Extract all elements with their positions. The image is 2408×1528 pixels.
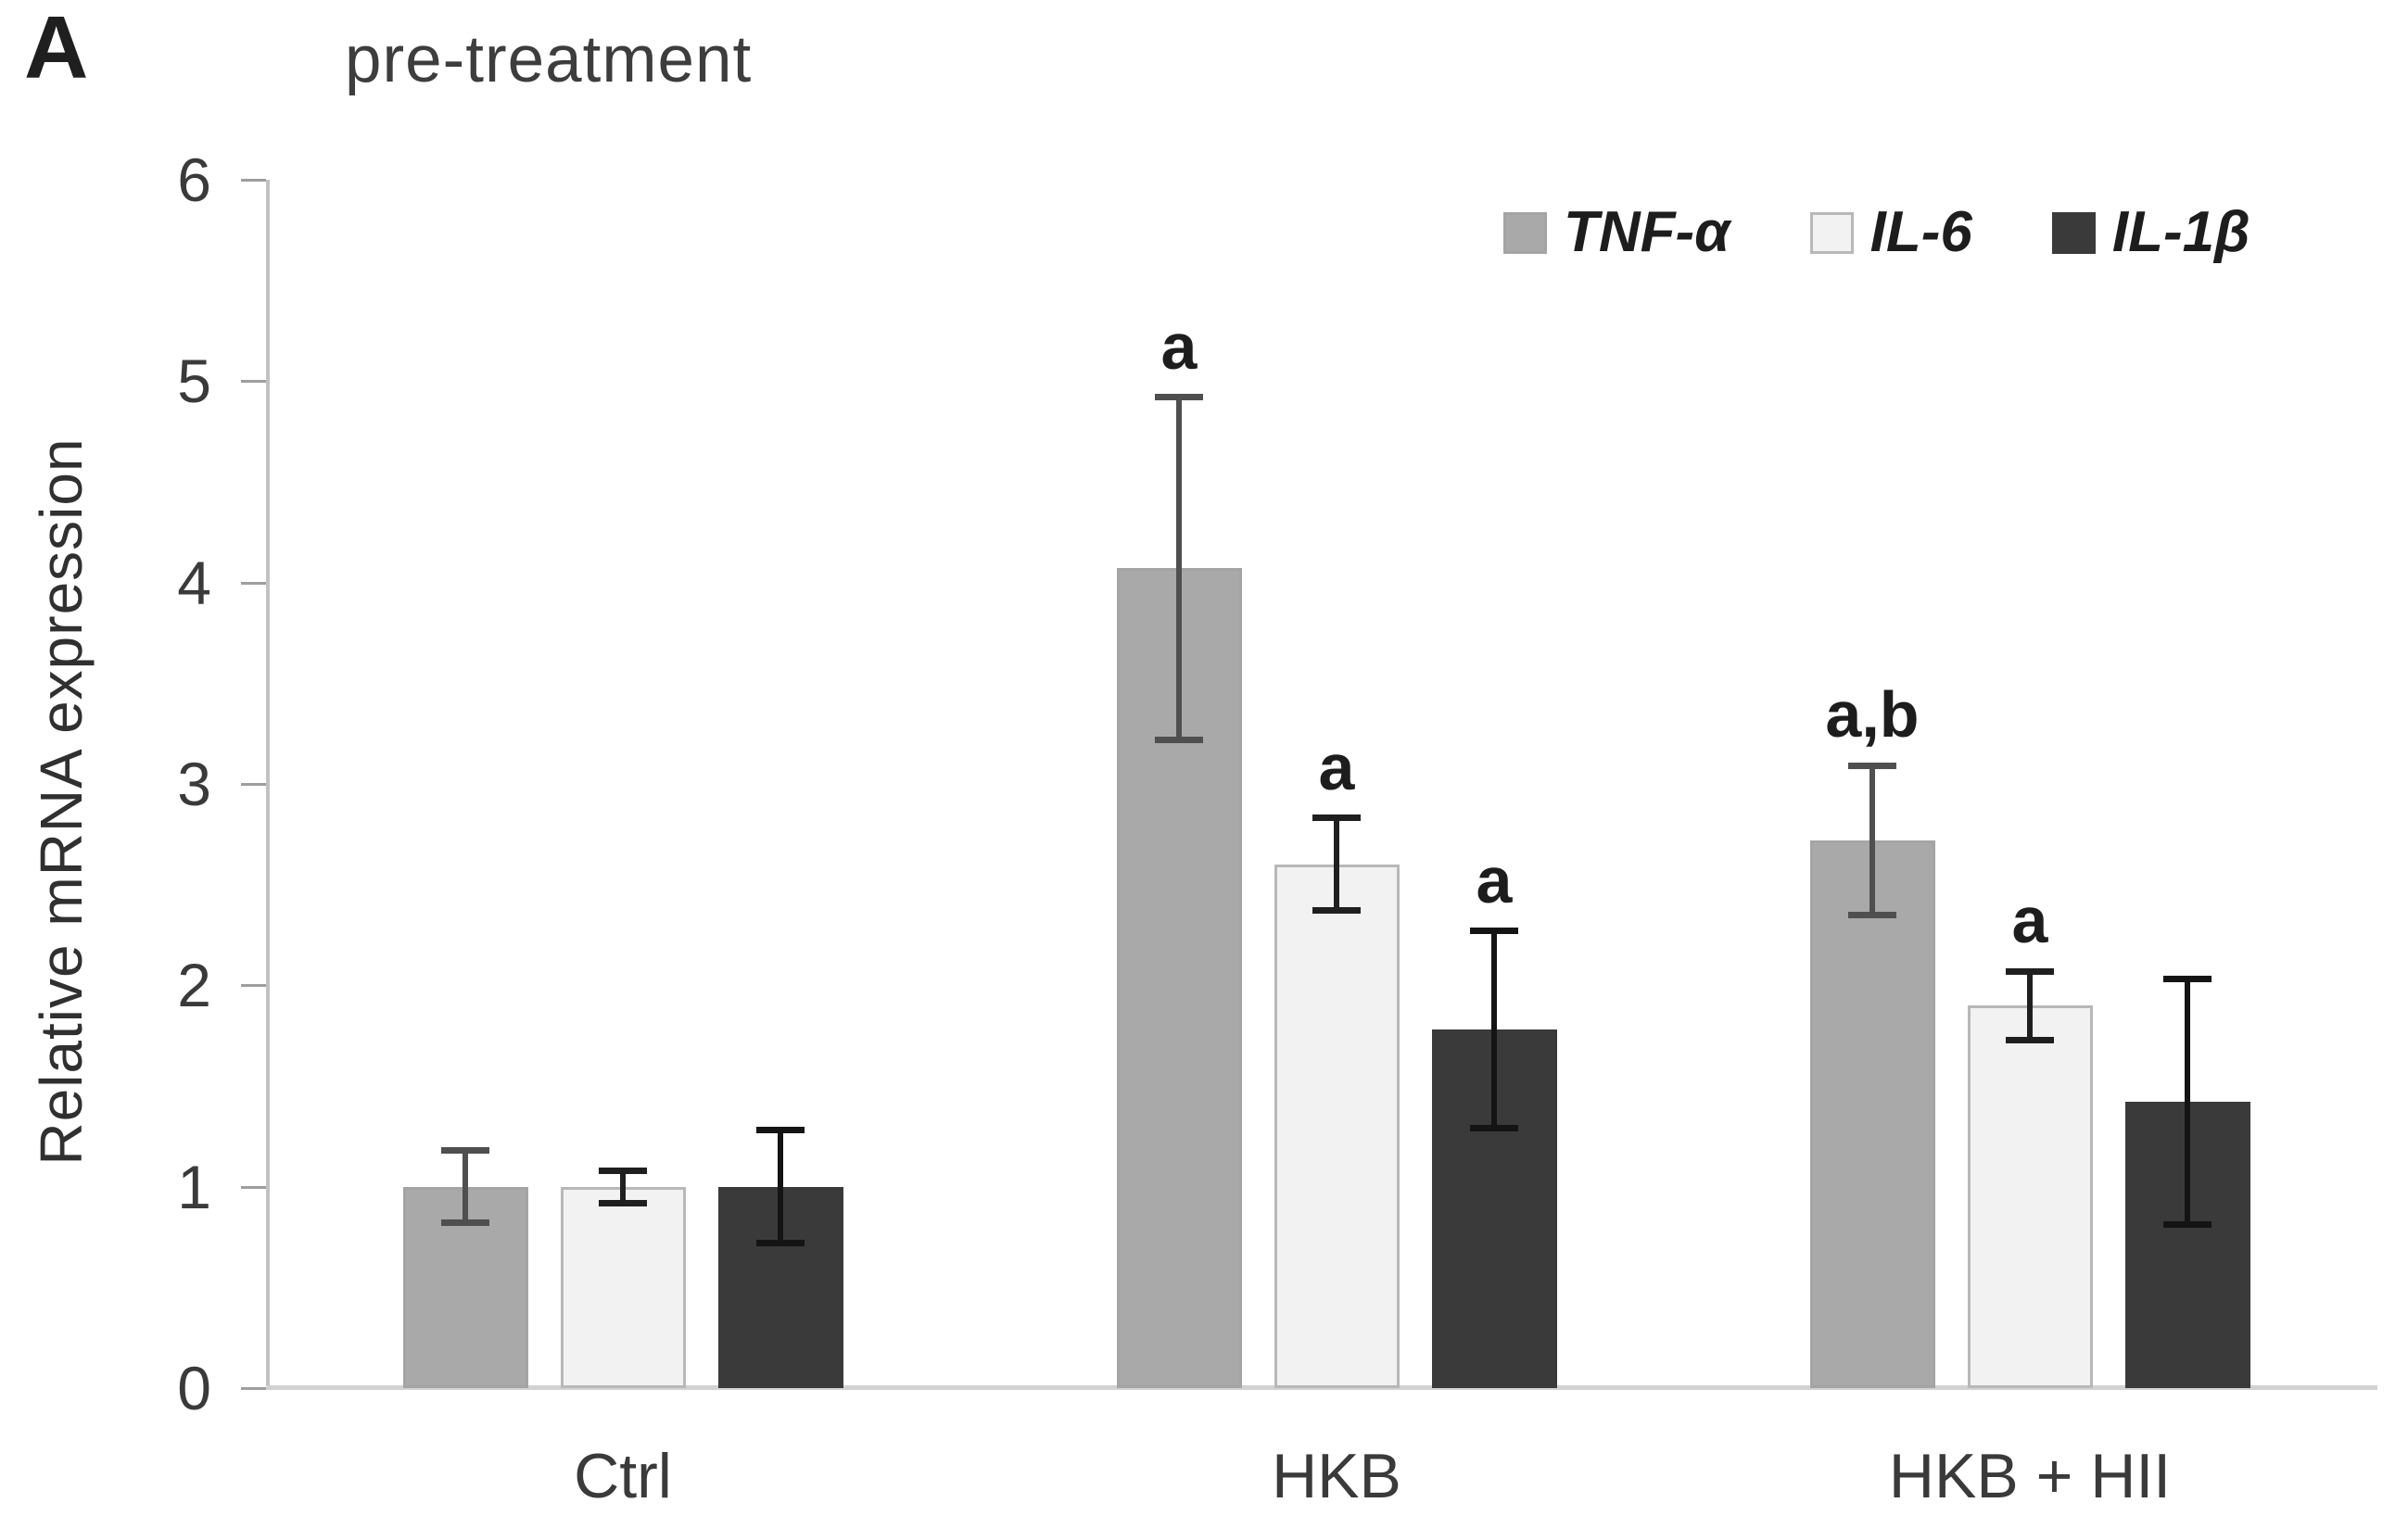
error-bar-line [1334,817,1339,911]
error-bar-cap [2163,976,2212,983]
error-bar-line [778,1130,783,1244]
y-axis-line [266,180,270,1388]
error-bar-cap [599,1167,647,1174]
error-bar-cap [1470,1125,1518,1132]
legend-item-IL-1β: IL-1β [2051,200,2250,264]
error-bar-line [1176,397,1182,740]
chart-title: pre-treatment [345,23,753,96]
legend: TNF-α IL-6 IL-1β [1503,204,2250,261]
legend-swatch-icon [2051,211,2096,254]
x-category-label: Ctrl [574,1441,672,1511]
y-axis-tick [241,783,266,786]
y-axis-tick [241,380,266,384]
error-bar-cap [756,1127,805,1134]
error-bar-line [2185,979,2190,1225]
error-bar-cap [1848,762,1896,769]
y-axis-tick-label: 6 [177,145,211,214]
bar-IL-6-Ctrl [560,1186,686,1388]
legend-label: IL-6 [1869,200,1972,264]
legend-item-IL-6: IL-6 [1809,200,1972,264]
significance-label: a,b [1825,678,1920,751]
error-bar-cap [1312,907,1361,915]
legend-swatch-icon [1809,211,1854,254]
error-bar-cap [2006,1036,2054,1043]
y-axis-tick [241,1185,266,1189]
x-category-label: HKB + HII [1888,1441,2172,1511]
legend-label: TNF-α [1564,200,1730,264]
x-category-label: HKB [1272,1441,1401,1511]
legend-label: IL-1β [2111,200,2250,264]
y-axis-tick [241,581,266,585]
significance-label: a [1476,843,1513,916]
error-bar-cap [756,1240,805,1247]
error-bar-line [620,1170,626,1204]
bar-IL-6-HKB + HII [1967,1005,2093,1388]
error-bar-cap [441,1219,489,1227]
y-axis-tick-label: 4 [177,548,211,617]
error-bar-cap [1155,736,1203,743]
y-axis-tick-label: 5 [177,347,211,416]
error-bar-cap [2163,1221,2212,1229]
error-bar-cap [1848,911,1896,918]
panel-label: A [24,0,89,97]
y-axis-tick-label: 1 [177,1152,211,1221]
y-axis-tick-label: 3 [177,750,211,818]
significance-label: a [2011,884,2048,957]
error-bar-cap [1470,928,1518,935]
error-bar-line [463,1150,468,1223]
error-bar-cap [1312,815,1361,822]
y-axis-tick [241,984,266,988]
y-axis-tick [241,179,266,182]
error-bar-cap [441,1147,489,1155]
legend-item-TNF-α: TNF-α [1503,204,1730,261]
y-axis-tick-label: 2 [177,951,211,1020]
bar-IL-6-HKB [1274,864,1400,1388]
y-axis-tick [241,1387,266,1390]
error-bar-cap [1155,394,1203,401]
y-axis-tick-label: 0 [177,1354,211,1422]
bar-TNF-α-HKB + HII [1809,840,1935,1388]
legend-swatch-icon [1503,211,1547,254]
error-bar-cap [2006,967,2054,975]
significance-label: a [1318,730,1355,803]
error-bar-line [1491,930,1497,1129]
significance-label: a [1160,309,1198,383]
error-bar-cap [599,1199,647,1206]
error-bar-line [1869,765,1875,916]
error-bar-line [2027,971,2033,1040]
